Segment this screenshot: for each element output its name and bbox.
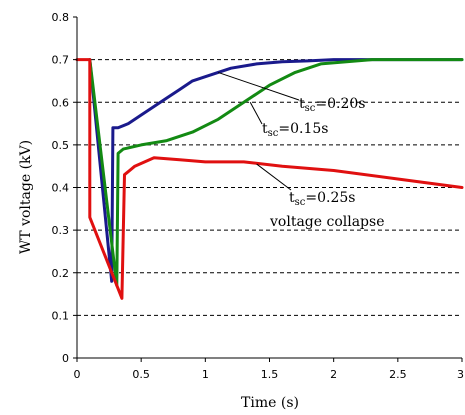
annotation-pointers	[218, 71, 300, 191]
annotation-tsc-0-20: tsc=0.20s	[299, 96, 365, 114]
annotation-tsc-0-25-value: =0.25s	[305, 190, 355, 206]
annotation-tsc-0-25-main: t	[289, 190, 295, 206]
annotation-tsc-0-20-value: =0.20s	[315, 96, 365, 112]
y-tick-labels: 0 0.1 0.2 0.3 0.4 0.5 0.6 0.7 0.8	[52, 11, 70, 365]
annotation-pointer-1	[249, 102, 263, 125]
x-tick-label: 3	[457, 368, 464, 381]
x-tick-label: 1	[202, 368, 209, 381]
annotation-tsc-0-15-value: =0.15s	[278, 121, 328, 137]
y-tick-label: 0.3	[52, 224, 70, 237]
x-tick-label: 0	[74, 368, 81, 381]
annotation-tsc-0-25: tsc=0.25s	[289, 190, 355, 208]
x-tick-labels: 0 0.5 1 1.5 2 2.5 3	[74, 368, 465, 381]
annotation-tsc-0-15: tsc=0.15s	[262, 121, 328, 139]
y-tick-label: 0.1	[52, 309, 70, 322]
y-tick-label: 0.7	[52, 54, 70, 67]
x-tick-label: 2.5	[389, 368, 407, 381]
x-tick-label: 1.5	[261, 368, 279, 381]
series-layer	[75, 58, 464, 300]
axes	[73, 16, 463, 362]
x-tick-label: 2	[330, 368, 337, 381]
series-line-1	[88, 58, 464, 287]
x-axis-title: Time (s)	[241, 395, 299, 411]
annotation-voltage-collapse: voltage collapse	[269, 214, 385, 230]
annotation-tsc-0-15-sub: sc	[268, 128, 279, 139]
y-tick-label: 0.4	[52, 182, 70, 195]
y-axis-title: WT voltage (kV)	[18, 140, 34, 254]
x-tick-label: 0.5	[132, 368, 150, 381]
y-tick-label: 0	[62, 352, 69, 365]
annotation-pointer-0	[218, 71, 300, 101]
y-tick-label: 0.5	[52, 139, 70, 152]
y-tick-label: 0.2	[52, 267, 70, 280]
annotation-tsc-0-15-main: t	[262, 121, 268, 137]
y-tick-label: 0.8	[52, 11, 70, 24]
annotation-tsc-0-20-sub: sc	[305, 103, 316, 114]
grid	[77, 59, 462, 316]
annotation-pointer-2	[256, 163, 292, 191]
annotation-tsc-0-25-sub: sc	[295, 197, 306, 208]
series-line-2	[75, 58, 464, 300]
annotation-tsc-0-20-main: t	[299, 96, 305, 112]
y-tick-label: 0.6	[52, 96, 70, 109]
series-line-0	[88, 58, 464, 283]
